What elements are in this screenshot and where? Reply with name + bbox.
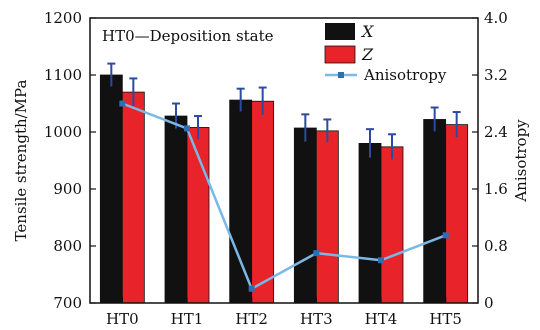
bar-x-ht3	[293, 127, 317, 304]
x-tick-label: HT0	[106, 310, 139, 328]
y2-tick-label: 2.4	[484, 123, 508, 141]
y-tick-label: 1100	[44, 66, 82, 84]
bar-x-ht1	[164, 115, 188, 304]
anisotropy-point-ht0	[119, 100, 126, 107]
x-tick-label: HT1	[171, 310, 204, 328]
anisotropy-point-ht4	[378, 257, 384, 264]
y2-tick-label: 0.8	[484, 237, 508, 255]
x-tick-label: HT3	[300, 310, 333, 328]
axis-ticks: 700 800 900 1000 1100 1200 0 0.8 1.6 2.4 3.2 4.0 HT0…	[44, 9, 508, 328]
anisotropy-point-ht3	[313, 250, 320, 257]
bar-layer	[99, 74, 469, 304]
bar-x-ht4	[358, 142, 382, 304]
y-tick-label: 800	[53, 237, 82, 255]
chart-annotation: HT0—Deposition state	[102, 27, 274, 45]
bar-x-ht2	[229, 99, 253, 304]
y2-tick-label: 3.2	[484, 66, 508, 84]
legend-swatch-x	[325, 23, 355, 40]
plot-frame	[89, 17, 479, 304]
y-axis-label: Tensile strength/MPa	[12, 80, 30, 242]
legend-swatch-z	[324, 45, 356, 64]
y2-tick-label: 0	[484, 294, 494, 312]
y2-tick-label: 4.0	[484, 9, 508, 27]
x-tick-label: HT5	[429, 310, 462, 328]
anisotropy-line	[121, 102, 447, 291]
bar-z-ht2	[251, 100, 275, 304]
bar-x-ht5	[423, 119, 447, 304]
error-bar-layer	[107, 62, 461, 160]
bar-x-ht0	[99, 74, 123, 304]
x-tick-label: HT4	[365, 310, 398, 328]
y-tick-label: 1200	[44, 9, 82, 27]
bar-z-ht4	[380, 146, 404, 304]
y-tick-label: 1000	[44, 123, 82, 141]
anisotropy-line-layer	[119, 100, 449, 292]
y-tick-label: 700	[53, 294, 82, 312]
y2-tick-label: 1.6	[484, 180, 508, 198]
legend-label-anisotropy: Anisotropy	[363, 66, 447, 84]
legend-label-z: Z	[361, 45, 374, 64]
y-tick-label: 900	[53, 180, 82, 198]
bar-z-ht5	[445, 124, 469, 304]
bar-z-ht0	[121, 91, 145, 304]
bar-z-ht3	[315, 130, 339, 304]
legend: X Z Anisotropy	[324, 22, 447, 84]
anisotropy-point-ht5	[442, 232, 449, 239]
legend-label-x: X	[360, 22, 374, 41]
legend-marker-anisotropy	[338, 72, 344, 78]
anisotropy-point-ht1	[184, 125, 190, 132]
y2-axis-label: Anisotropy	[512, 119, 530, 203]
anisotropy-point-ht2	[248, 285, 255, 292]
x-tick-label: HT2	[235, 310, 268, 328]
